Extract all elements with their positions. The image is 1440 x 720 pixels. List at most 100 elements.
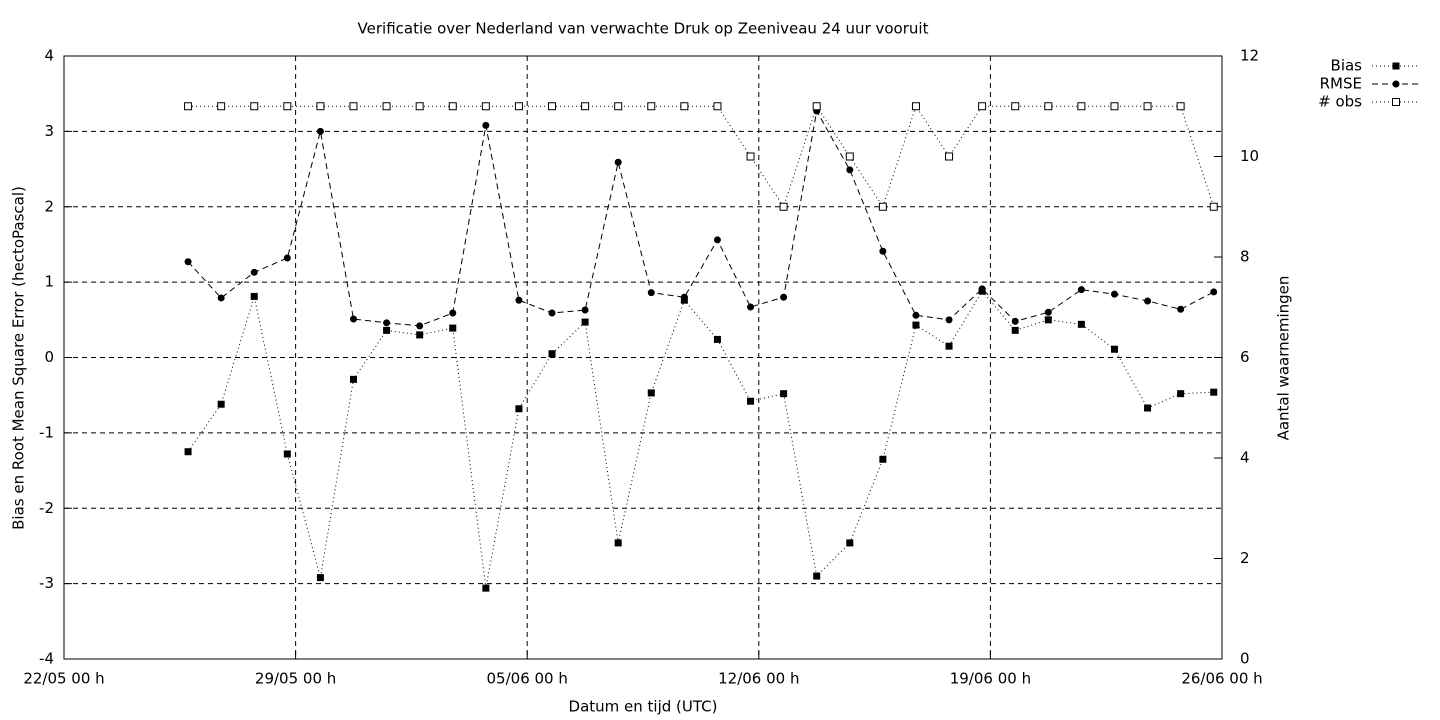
data-point bbox=[713, 102, 722, 111]
data-point bbox=[614, 102, 623, 111]
legend-marker bbox=[1392, 98, 1400, 106]
legend-label: # obs bbox=[1318, 93, 1362, 111]
x-tick-label: 19/06 00 h bbox=[950, 670, 1031, 688]
data-point bbox=[383, 319, 391, 327]
data-point bbox=[316, 574, 324, 582]
data-point bbox=[846, 539, 854, 547]
data-point bbox=[1210, 288, 1218, 296]
data-point bbox=[1110, 102, 1119, 111]
data-point bbox=[217, 102, 226, 111]
data-point bbox=[316, 102, 325, 111]
data-point bbox=[1177, 390, 1185, 398]
data-point bbox=[614, 539, 622, 547]
x-tick-label: 12/06 00 h bbox=[718, 670, 799, 688]
data-point bbox=[1011, 317, 1019, 325]
data-point bbox=[1044, 316, 1052, 324]
data-point bbox=[1144, 404, 1152, 412]
data-point bbox=[1077, 286, 1085, 294]
y-tick-label: -1 bbox=[39, 423, 54, 441]
series-line bbox=[187, 290, 1214, 589]
data-point bbox=[184, 448, 192, 456]
y-tick-label: -3 bbox=[39, 574, 54, 592]
data-point bbox=[747, 303, 755, 311]
data-point bbox=[879, 455, 887, 463]
data-point bbox=[449, 324, 457, 332]
data-point bbox=[1011, 102, 1020, 111]
data-point bbox=[978, 285, 986, 293]
y-tick-label: 0 bbox=[44, 348, 54, 366]
data-point bbox=[350, 315, 357, 323]
data-point bbox=[581, 306, 589, 314]
data-point bbox=[515, 296, 523, 304]
data-point bbox=[1176, 102, 1185, 111]
data-point bbox=[382, 102, 391, 111]
y2-tick-label: 4 bbox=[1240, 449, 1250, 467]
legend-label: RMSE bbox=[1320, 75, 1362, 93]
data-point bbox=[515, 405, 523, 413]
y-tick-label: -4 bbox=[39, 650, 54, 668]
data-point bbox=[581, 318, 589, 326]
y-tick-label: 3 bbox=[44, 122, 54, 140]
data-point bbox=[250, 268, 258, 276]
data-point bbox=[514, 102, 523, 111]
data-point bbox=[250, 292, 258, 300]
plot-frame bbox=[63, 55, 1223, 660]
data-point bbox=[879, 247, 887, 255]
data-point bbox=[283, 254, 291, 262]
data-point bbox=[812, 102, 821, 111]
legend-marker bbox=[1392, 80, 1400, 88]
data-point bbox=[283, 450, 291, 458]
data-point bbox=[581, 102, 590, 111]
data-point bbox=[1044, 308, 1052, 316]
data-point bbox=[614, 158, 622, 166]
y2-tick-label: 0 bbox=[1240, 650, 1250, 668]
x-axis-label: Datum en tijd (UTC) bbox=[569, 698, 718, 716]
y-tick-label: 1 bbox=[44, 273, 54, 291]
data-point bbox=[911, 102, 920, 111]
data-point bbox=[548, 309, 556, 317]
data-point bbox=[647, 289, 655, 297]
data-point bbox=[350, 375, 357, 383]
x-tick-label: 26/06 00 h bbox=[1181, 670, 1262, 688]
data-point bbox=[416, 331, 424, 339]
y-axis-label: Bias en Root Mean Square Error (hectoPas… bbox=[10, 186, 28, 530]
data-point bbox=[349, 102, 358, 111]
data-point bbox=[1011, 326, 1019, 334]
data-point bbox=[713, 236, 721, 244]
data-point bbox=[1144, 297, 1152, 305]
data-point bbox=[1143, 102, 1152, 111]
y-tick-label: 4 bbox=[44, 47, 54, 65]
data-point bbox=[680, 293, 688, 301]
data-point bbox=[845, 152, 854, 161]
legend-marker bbox=[1392, 62, 1400, 70]
data-point bbox=[1044, 102, 1053, 111]
y2-tick-label: 12 bbox=[1240, 47, 1259, 65]
data-point bbox=[647, 102, 656, 111]
data-point bbox=[416, 322, 424, 330]
data-point bbox=[548, 102, 557, 111]
data-point bbox=[780, 390, 788, 398]
data-point bbox=[184, 102, 193, 111]
data-point bbox=[250, 102, 259, 111]
y2-axis-label: Aantal waarnemingen bbox=[1275, 276, 1293, 441]
data-point bbox=[647, 389, 655, 397]
legend-label: Bias bbox=[1331, 57, 1363, 75]
series-line bbox=[187, 109, 1214, 327]
data-point bbox=[945, 342, 953, 350]
data-point bbox=[1110, 345, 1118, 353]
data-point bbox=[746, 152, 755, 161]
y2-tick-label: 10 bbox=[1240, 147, 1259, 165]
data-point bbox=[217, 400, 225, 408]
data-point bbox=[878, 202, 887, 211]
data-point bbox=[548, 350, 556, 358]
data-point bbox=[680, 102, 689, 111]
data-point bbox=[945, 152, 954, 161]
data-point bbox=[383, 326, 391, 334]
y-tick-label: 2 bbox=[44, 197, 54, 215]
data-point bbox=[449, 309, 457, 317]
data-point bbox=[912, 321, 920, 329]
data-point bbox=[482, 121, 490, 129]
data-point bbox=[945, 316, 953, 324]
y2-tick-label: 2 bbox=[1240, 549, 1250, 567]
